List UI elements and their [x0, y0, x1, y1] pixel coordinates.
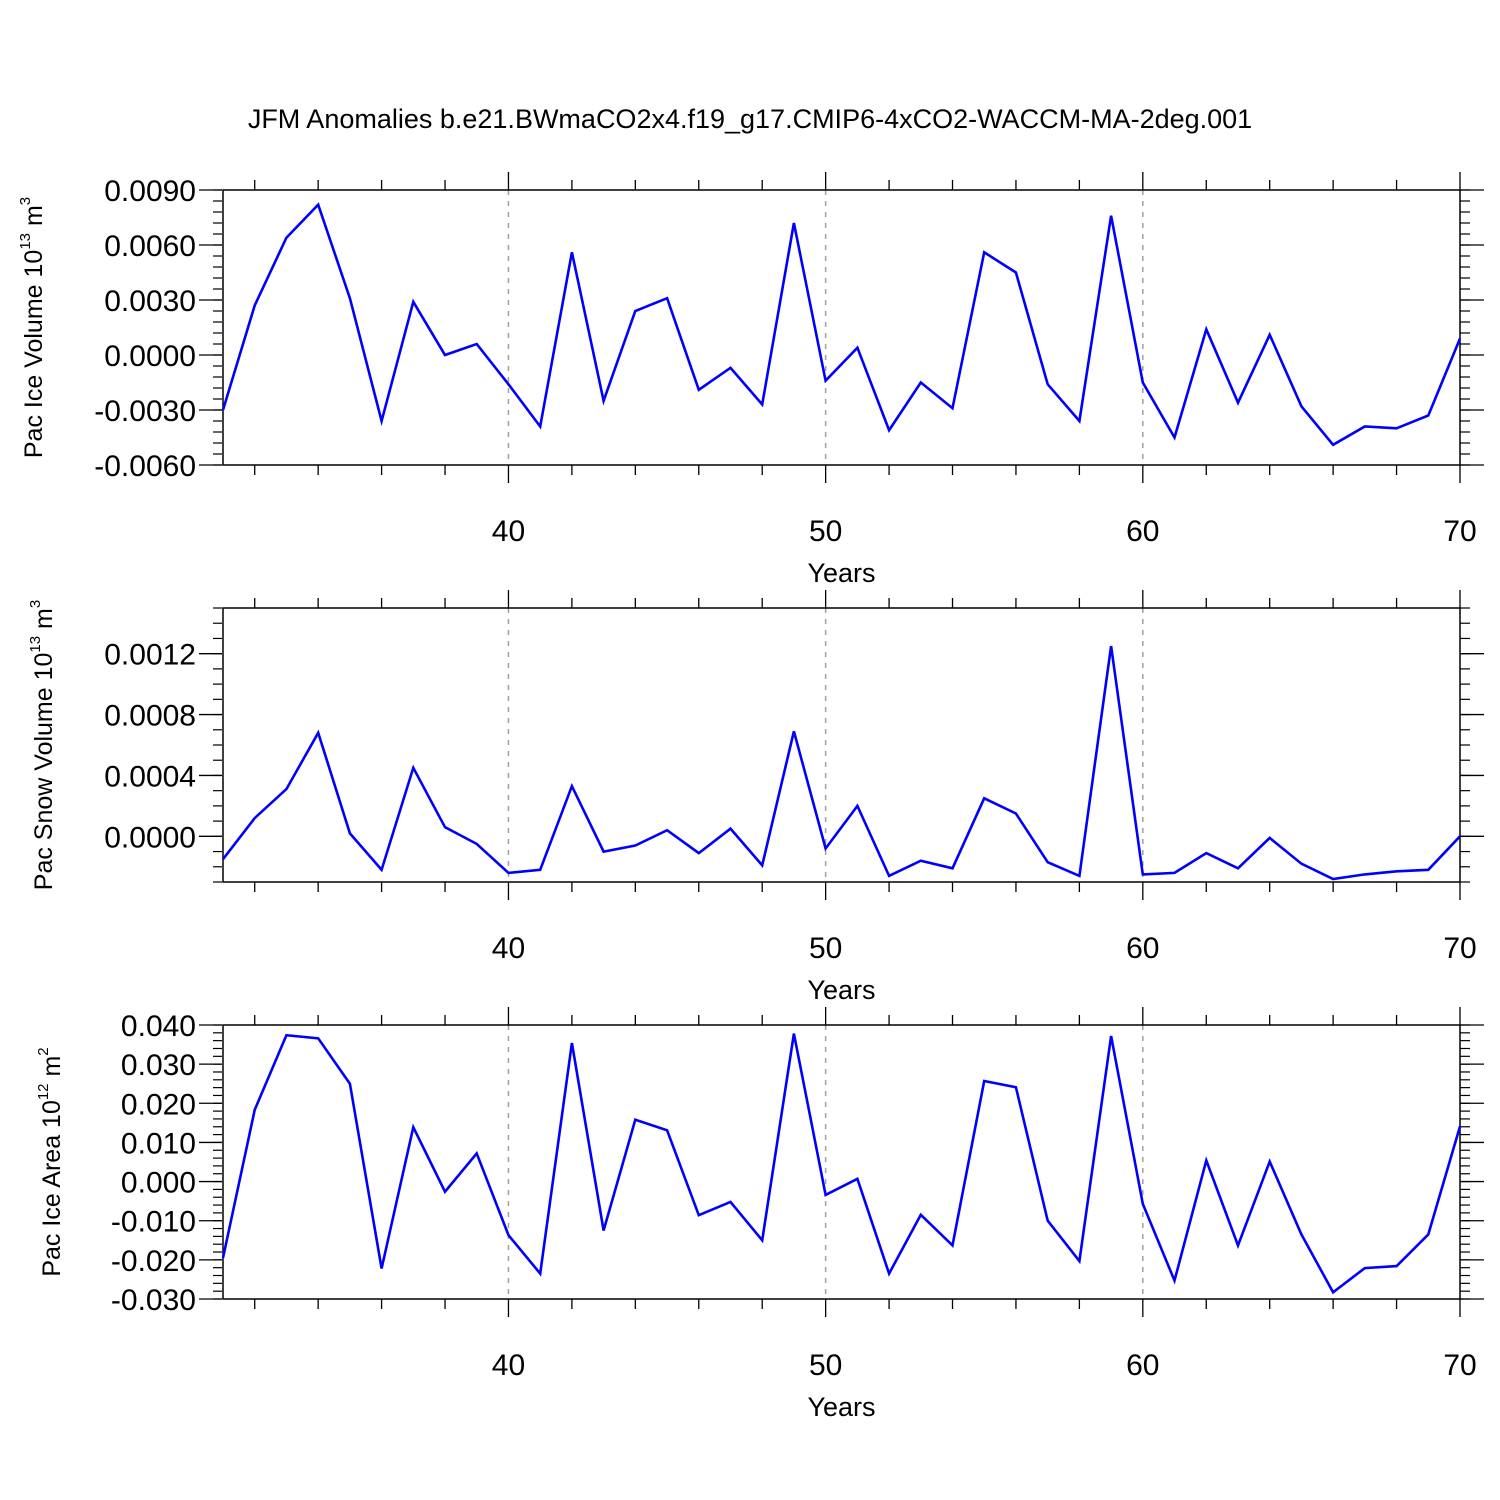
plot-frame: [222, 189, 1461, 466]
y-tick-label: 0.0012: [104, 639, 196, 672]
y-axis-label-text: Pac Ice Area 10: [38, 1100, 66, 1277]
y-axis-label-unit: m: [20, 205, 48, 233]
y-tick-label: 0.000: [121, 1167, 196, 1200]
panel-3: 40 50 60 70 Years -0.030 -0.020 -0.010 0.000 0.01…: [35, 1007, 1484, 1422]
x-tick-label: 40: [492, 1349, 525, 1382]
panel-2: 40 50 60 70 Years 0.0000 0.0004 0.0008 0.0012 Pac…: [27, 590, 1484, 1005]
y-axis-label: Pac Ice Volume 1013 m3: [17, 197, 48, 458]
y-tick-label: 0.040: [121, 1010, 196, 1043]
panels: 40 50 60 70 Years -0.0060 -0.0030 0.0000 0.0030 0…: [17, 172, 1484, 1422]
y-axis-label-text: Pac Ice Volume 10: [20, 250, 48, 458]
y-tick-label: 0.030: [121, 1049, 196, 1082]
y-axis-label-text: Pac Snow Volume 10: [30, 653, 58, 891]
x-tick-label: 60: [1126, 932, 1159, 965]
x-tick-label: 50: [809, 515, 842, 548]
y-axis-label: Pac Ice Area 1012 m2: [35, 1047, 66, 1276]
x-tick-label: 70: [1443, 515, 1476, 548]
x-tick-label: 60: [1126, 515, 1159, 548]
x-tick-label: 40: [492, 932, 525, 965]
chart-title: JFM Anomalies b.e21.BWmaCO2x4.f19_g17.CM…: [248, 104, 1252, 134]
y-tick-label: 0.010: [121, 1127, 196, 1160]
y-axis-label-unit-exponent: 3: [17, 197, 34, 205]
y-axis-label-unit: m: [38, 1056, 66, 1084]
y-axis-label-exponent: 13: [17, 233, 34, 250]
y-axis-label-unit-exponent: 2: [35, 1047, 52, 1055]
y-axis-label: Pac Snow Volume 1013 m3: [27, 600, 58, 890]
y-tick-label: 0.0008: [104, 700, 196, 733]
x-tick-label: 70: [1443, 932, 1476, 965]
x-tick-label: 40: [492, 515, 525, 548]
y-tick-label: 0.0030: [104, 285, 196, 318]
y-tick-label: 0.0060: [104, 230, 196, 263]
y-tick-label: -0.010: [111, 1206, 196, 1239]
y-tick-label: -0.020: [111, 1245, 196, 1278]
y-tick-label: 0.0000: [104, 821, 196, 854]
y-tick-label: 0.0004: [104, 760, 196, 793]
x-axis-label: Years: [807, 975, 875, 1005]
x-tick-label: 50: [809, 1349, 842, 1382]
y-axis-label-unit: m: [30, 608, 58, 636]
y-axis-label-unit-exponent: 3: [27, 600, 44, 608]
series-line: [221, 202, 1462, 447]
y-axis-label-exponent: 12: [35, 1083, 52, 1100]
y-tick-label: -0.0030: [94, 395, 196, 428]
x-tick-label: 60: [1126, 1349, 1159, 1382]
y-axis-label-exponent: 13: [27, 636, 44, 653]
y-tick-label: 0.0000: [104, 340, 196, 373]
y-tick-label: -0.030: [111, 1284, 196, 1317]
series-line: [221, 645, 1461, 881]
x-tick-label: 50: [809, 932, 842, 965]
y-tick-label: 0.020: [121, 1088, 196, 1121]
panel-1: 40 50 60 70 Years -0.0060 -0.0030 0.0000 0.0030 0…: [17, 172, 1484, 588]
x-axis-label: Years: [807, 1392, 875, 1422]
x-tick-label: 70: [1443, 1349, 1476, 1382]
series-line: [221, 1033, 1462, 1295]
y-tick-label: -0.0060: [94, 450, 196, 483]
plot-frame: [222, 1024, 1461, 1300]
x-axis-label: Years: [807, 558, 875, 588]
y-tick-label: 0.0090: [104, 175, 196, 208]
